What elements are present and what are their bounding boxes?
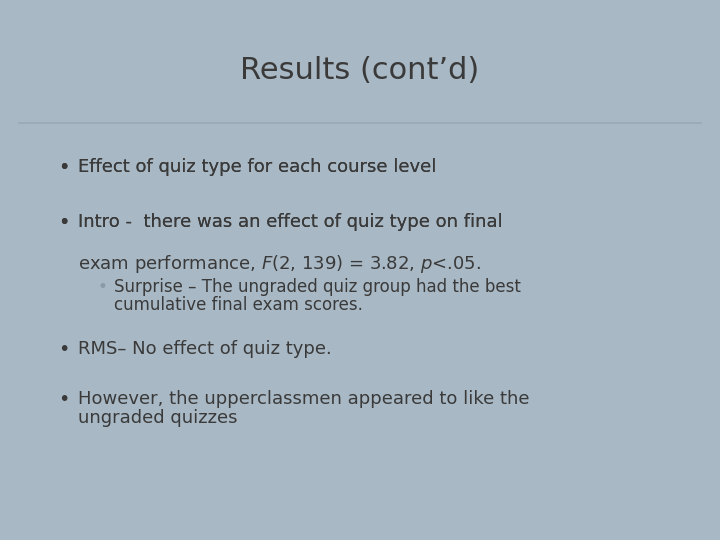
Text: •: •	[58, 213, 69, 232]
Text: cumulative final exam scores.: cumulative final exam scores.	[114, 296, 363, 314]
Text: •: •	[58, 213, 69, 232]
Text: ungraded quizzes: ungraded quizzes	[78, 409, 238, 427]
Text: •: •	[98, 278, 108, 296]
Text: •: •	[58, 158, 69, 177]
Text: Intro -  there was an effect of quiz type on final: Intro - there was an effect of quiz type…	[78, 213, 503, 231]
Text: •: •	[58, 340, 69, 359]
Text: Effect of quiz type for each course level: Effect of quiz type for each course leve…	[78, 158, 436, 176]
Text: Results (cont’d): Results (cont’d)	[240, 56, 480, 85]
Text: Surprise – The ungraded quiz group had the best: Surprise – The ungraded quiz group had t…	[114, 278, 521, 296]
Text: •: •	[58, 390, 69, 409]
Text: RMS– No effect of quiz type.: RMS– No effect of quiz type.	[78, 340, 332, 358]
Text: •: •	[58, 158, 69, 177]
Text: Intro -  there was an effect of quiz type on final: Intro - there was an effect of quiz type…	[78, 213, 503, 231]
Text: Effect of quiz type for each course level: Effect of quiz type for each course leve…	[78, 158, 436, 176]
Text: However, the upperclassmen appeared to like the: However, the upperclassmen appeared to l…	[78, 390, 529, 408]
Text: exam performance, $\mathit{F}$(2, 139) = 3.82, $\mathit{p}$<.05.: exam performance, $\mathit{F}$(2, 139) =…	[78, 253, 481, 275]
